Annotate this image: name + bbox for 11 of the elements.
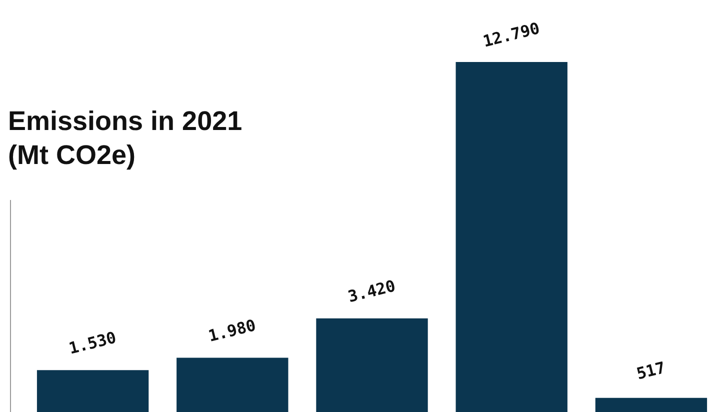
bar xyxy=(595,398,708,412)
data-label: 3.420 xyxy=(346,276,398,306)
bar xyxy=(176,358,288,412)
bar xyxy=(456,62,568,412)
data-label: 12.790 xyxy=(480,18,542,51)
data-label: 1.980 xyxy=(206,315,258,346)
bar xyxy=(36,370,149,412)
bar xyxy=(316,318,428,412)
data-label: 1.530 xyxy=(66,328,118,358)
data-label: 517 xyxy=(634,358,668,384)
text: Emissions in 2021 (Mt CO2e) xyxy=(8,105,242,172)
